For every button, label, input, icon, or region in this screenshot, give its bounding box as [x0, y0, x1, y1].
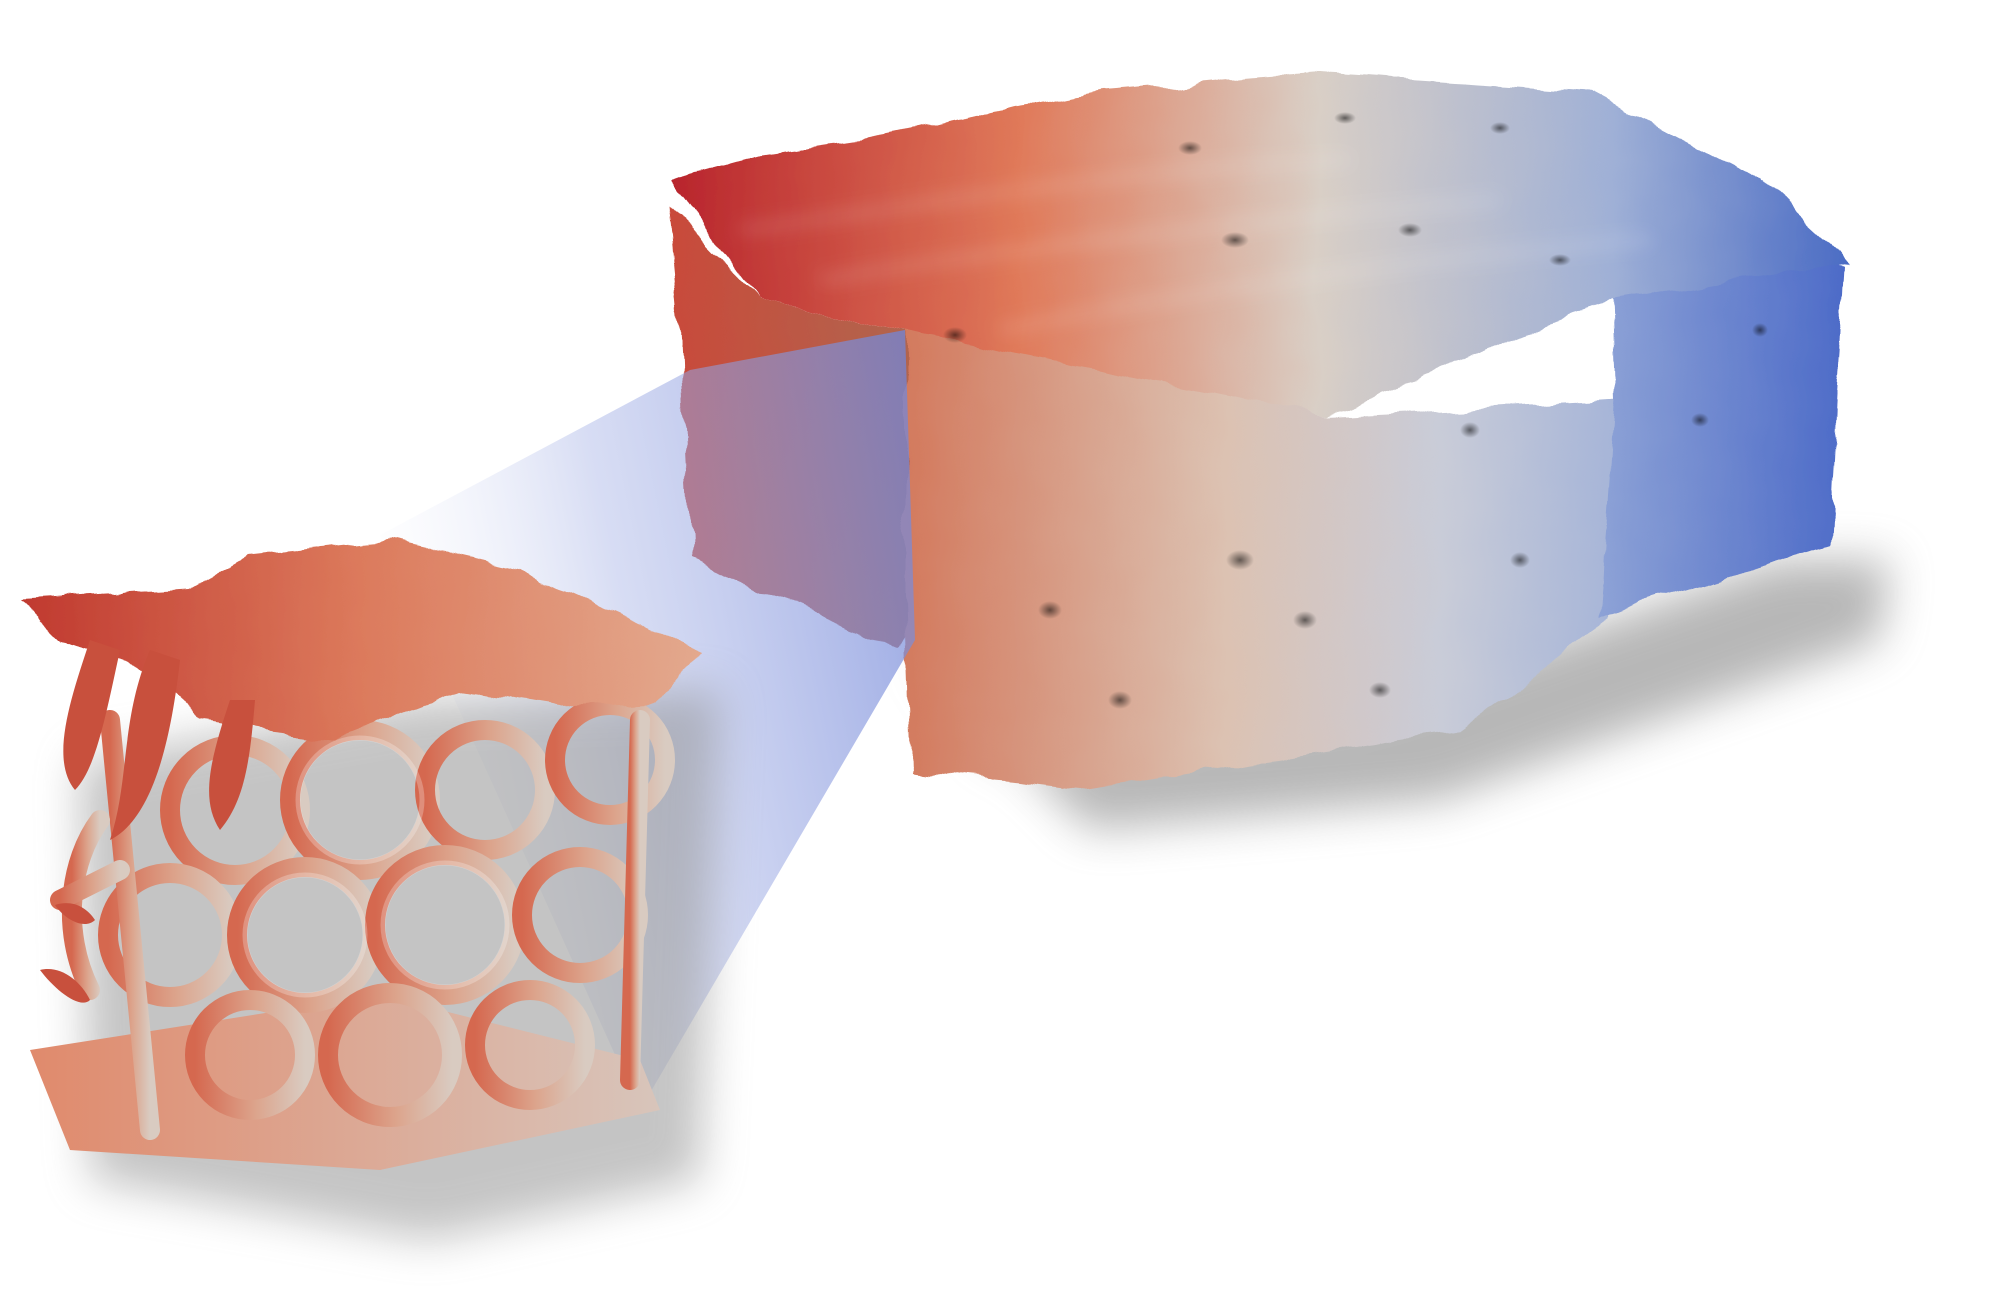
- lattice-strut-highlights: [242, 735, 510, 998]
- lattice-dangling-strands: [40, 640, 255, 1003]
- block-pores: [943, 112, 1768, 709]
- block-surface-ridges: [739, 157, 1651, 333]
- block-right-face: [1600, 230, 1845, 620]
- lattice-struts: [50, 695, 675, 1140]
- block-front-face: [905, 320, 1620, 790]
- block-top-face: [668, 72, 1850, 415]
- zoomed-lattice-subvolume: [20, 540, 720, 1240]
- lattice-top-slab: [20, 540, 700, 740]
